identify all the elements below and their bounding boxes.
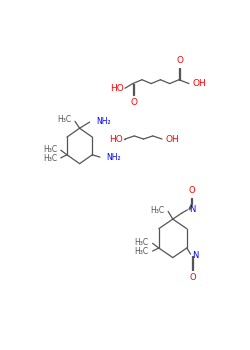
Text: H₃C: H₃C [57, 115, 71, 124]
Text: O: O [176, 56, 183, 65]
Text: H₃C: H₃C [135, 247, 149, 256]
Text: H₃C: H₃C [135, 238, 149, 247]
Text: O: O [130, 98, 137, 107]
Text: N: N [192, 251, 198, 260]
Text: HO: HO [109, 134, 123, 144]
Text: NH₂: NH₂ [96, 117, 111, 126]
Text: OH: OH [193, 79, 206, 88]
Text: H₃C: H₃C [43, 145, 57, 154]
Text: O: O [190, 273, 196, 282]
Text: HO: HO [110, 84, 124, 93]
Text: OH: OH [166, 134, 179, 144]
Text: H₃C: H₃C [43, 154, 57, 163]
Text: N: N [189, 205, 195, 214]
Text: O: O [189, 186, 195, 195]
Text: NH₂: NH₂ [106, 153, 121, 162]
Text: H₃C: H₃C [150, 206, 164, 215]
